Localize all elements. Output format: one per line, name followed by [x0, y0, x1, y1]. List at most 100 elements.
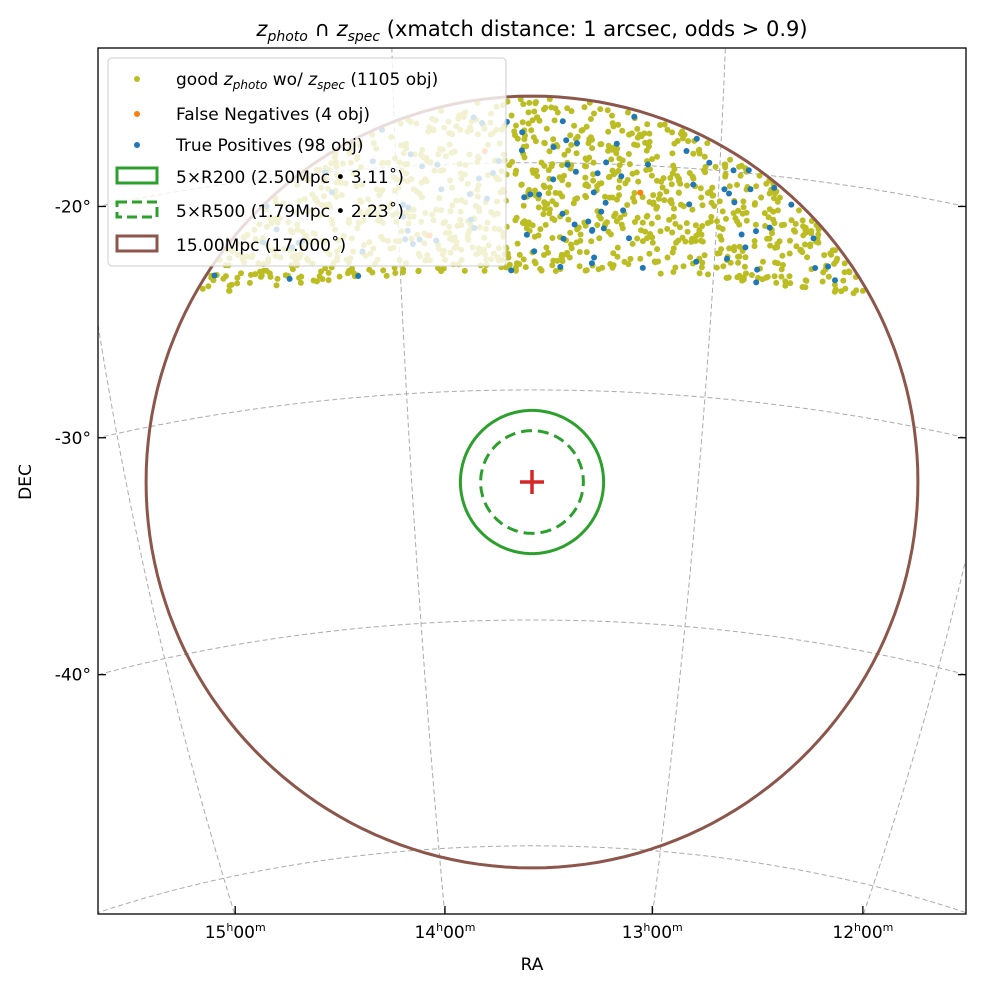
point-good-zphoto	[325, 277, 332, 284]
point-good-zphoto	[222, 273, 229, 280]
point-good-zphoto	[554, 109, 561, 116]
point-good-zphoto	[771, 273, 778, 280]
grid-line-ra	[98, 324, 235, 914]
point-good-zphoto	[671, 205, 677, 212]
point-good-zphoto	[610, 262, 617, 269]
point-good-zphoto	[383, 272, 390, 279]
point-good-zphoto	[541, 139, 548, 146]
point-good-zphoto	[541, 106, 547, 113]
point-good-zphoto	[689, 235, 696, 242]
point-good-zphoto	[618, 221, 625, 228]
point-good-zphoto	[684, 182, 690, 189]
point-good-zphoto	[743, 209, 750, 216]
legend-marker-r500	[115, 200, 159, 219]
point-good-zphoto	[740, 198, 747, 205]
point-good-zphoto	[609, 146, 616, 153]
point-good-zphoto	[666, 216, 673, 223]
point-good-zphoto	[537, 226, 544, 233]
point-good-zphoto	[610, 250, 617, 257]
point-good-zphoto	[525, 109, 532, 116]
point-true-positive	[613, 140, 620, 147]
point-good-zphoto	[697, 237, 704, 244]
point-good-zphoto	[630, 194, 636, 201]
point-good-zphoto	[753, 183, 760, 190]
point-true-positive	[742, 244, 749, 251]
point-true-positive	[508, 267, 515, 274]
point-good-zphoto	[525, 120, 532, 127]
plot-frame	[97, 47, 967, 915]
circle-r500	[479, 429, 585, 535]
point-good-zphoto	[226, 287, 232, 294]
point-good-zphoto	[624, 176, 631, 183]
point-good-zphoto	[310, 277, 317, 284]
point-good-zphoto	[614, 244, 621, 251]
point-good-zphoto	[605, 142, 612, 149]
point-good-zphoto	[549, 235, 556, 241]
point-good-zphoto	[642, 139, 649, 146]
point-good-zphoto	[546, 210, 553, 217]
point-good-zphoto	[587, 116, 594, 122]
point-good-zphoto	[766, 190, 773, 197]
point-good-zphoto	[669, 150, 676, 157]
point-good-zphoto	[802, 229, 809, 236]
point-true-positive	[560, 235, 567, 242]
point-good-zphoto	[568, 142, 575, 148]
point-good-zphoto	[742, 254, 749, 261]
point-good-zphoto	[661, 121, 668, 128]
point-good-zphoto	[532, 187, 538, 194]
point-good-zphoto	[649, 239, 656, 246]
point-good-zphoto	[322, 265, 329, 272]
point-good-zphoto	[319, 276, 326, 283]
y-axis-label: DEC	[16, 464, 36, 500]
point-good-zphoto	[679, 234, 686, 241]
point-good-zphoto	[716, 198, 723, 205]
point-good-zphoto	[602, 193, 608, 200]
point-good-zphoto	[585, 140, 592, 147]
point-true-positive	[559, 118, 566, 125]
point-good-zphoto	[646, 250, 653, 257]
point-true-positive	[747, 186, 754, 193]
point-good-zphoto	[625, 109, 631, 116]
point-good-zphoto	[583, 181, 590, 188]
point-good-zphoto	[639, 194, 646, 201]
point-good-zphoto	[707, 218, 714, 225]
point-good-zphoto	[544, 201, 551, 207]
point-good-zphoto	[642, 228, 649, 235]
point-true-positive	[631, 113, 638, 120]
point-good-zphoto	[545, 190, 552, 197]
point-good-zphoto	[710, 192, 717, 199]
point-true-positive	[726, 190, 732, 197]
point-good-zphoto	[756, 172, 763, 179]
point-good-zphoto	[763, 274, 770, 281]
point-good-zphoto	[779, 252, 786, 259]
point-good-zphoto	[537, 265, 544, 272]
point-good-zphoto	[758, 194, 765, 201]
point-good-zphoto	[790, 227, 797, 234]
point-good-zphoto	[505, 254, 512, 261]
point-good-zphoto	[626, 161, 633, 168]
point-good-zphoto	[234, 274, 241, 281]
point-good-zphoto	[720, 263, 727, 270]
point-good-zphoto	[528, 127, 535, 134]
point-good-zphoto	[318, 268, 324, 275]
legend-marker-good	[134, 76, 140, 82]
point-true-positive	[639, 264, 646, 271]
point-good-zphoto	[534, 173, 541, 180]
point-good-zphoto	[740, 274, 747, 281]
point-good-zphoto	[614, 253, 621, 260]
point-good-zphoto	[549, 161, 556, 168]
legend-label-true-positives: True Positives (98 obj)	[175, 136, 364, 156]
point-good-zphoto	[522, 264, 529, 271]
point-good-zphoto	[273, 282, 280, 289]
point-good-zphoto	[566, 254, 573, 261]
point-good-zphoto	[554, 257, 561, 264]
point-good-zphoto	[664, 225, 671, 232]
point-good-zphoto	[704, 190, 711, 196]
point-good-zphoto	[567, 229, 574, 236]
point-good-zphoto	[731, 247, 738, 254]
y-tick-label: -30°	[55, 429, 91, 449]
point-good-zphoto	[778, 273, 785, 280]
point-good-zphoto	[708, 213, 715, 220]
point-true-positive	[594, 170, 601, 177]
